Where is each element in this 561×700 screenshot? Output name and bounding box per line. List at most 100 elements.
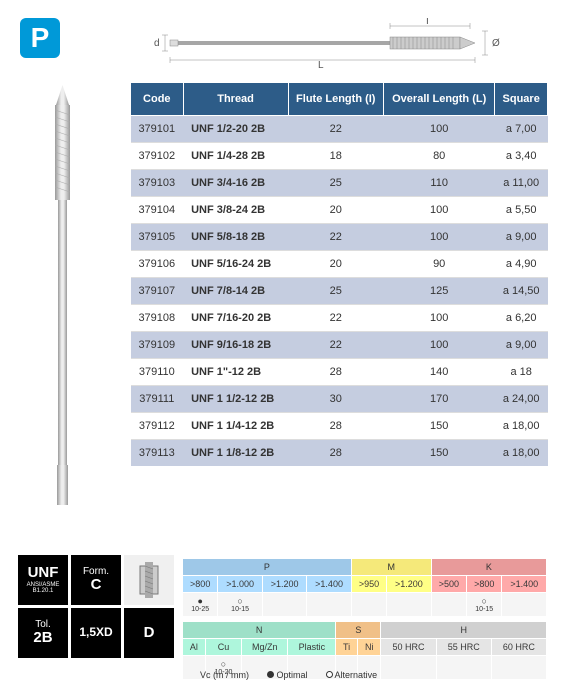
table-cell: UNF 5/16-24 2B: [183, 251, 288, 278]
table-row: 379104UNF 3/8-24 2B20100a 5,50: [131, 197, 548, 224]
material-col: Ni: [357, 639, 381, 656]
table-row: 379102UNF 1/4-28 2B1880a 3,40: [131, 143, 548, 170]
material-cell: ●10-25: [183, 593, 218, 617]
table-cell: 150: [384, 413, 495, 440]
table-cell: 140: [384, 359, 495, 386]
table-cell: a 18,00: [495, 413, 548, 440]
material-col: 50 HRC: [381, 639, 436, 656]
table-row: 379107UNF 7/8-14 2B25125a 14,50: [131, 278, 548, 305]
table-cell: 18: [288, 143, 384, 170]
table-cell: 379112: [131, 413, 184, 440]
material-col: >800: [467, 576, 502, 593]
material-cell: ○10-15: [467, 593, 502, 617]
table-cell: UNF 1/4-28 2B: [183, 143, 288, 170]
material-cell: [381, 656, 436, 680]
table-cell: UNF 1/2-20 2B: [183, 116, 288, 143]
table-cell: a 9,00: [495, 224, 548, 251]
material-cell: [351, 593, 386, 617]
table-row: 379112UNF 1 1/4-12 2B28150a 18,00: [131, 413, 548, 440]
material-group: H: [381, 622, 547, 639]
table-cell: 379106: [131, 251, 184, 278]
tap-product-image: [45, 85, 80, 505]
table-cell: 379110: [131, 359, 184, 386]
table-row: 379101UNF 1/2-20 2B22100a 7,00: [131, 116, 548, 143]
material-col: 55 HRC: [436, 639, 491, 656]
material-col: Al: [183, 639, 206, 656]
table-header: Flute Length (I): [288, 83, 384, 116]
svg-text:Ø: Ø: [492, 38, 500, 49]
table-cell: 379108: [131, 305, 184, 332]
material-col: >950: [351, 576, 386, 593]
table-cell: 100: [384, 305, 495, 332]
table-cell: 100: [384, 116, 495, 143]
table-cell: UNF 1 1/8-12 2B: [183, 440, 288, 467]
table-cell: 28: [288, 413, 384, 440]
material-table: PMK>800>1.000>1.200>1.400>950>1.200>500>…: [182, 558, 547, 680]
svg-text:I: I: [426, 18, 429, 27]
table-row: 379109UNF 9/16-18 2B22100a 9,00: [131, 332, 548, 359]
table-header: Thread: [183, 83, 288, 116]
table-row: 379105UNF 5/8-18 2B22100a 9,00: [131, 224, 548, 251]
material-cell: [502, 593, 547, 617]
table-cell: 28: [288, 440, 384, 467]
table-header: Code: [131, 83, 184, 116]
table-cell: 379101: [131, 116, 184, 143]
material-cell: [436, 656, 491, 680]
spec-form: Form. C: [71, 555, 121, 605]
table-cell: 110: [384, 170, 495, 197]
table-cell: UNF 3/4-16 2B: [183, 170, 288, 197]
table-cell: 379103: [131, 170, 184, 197]
spec-grid: UNF ANSI/ASME B1.20.1 Form. C Tol. 2B 1,…: [18, 555, 174, 658]
table-cell: a 6,20: [495, 305, 548, 332]
material-group: K: [431, 559, 546, 576]
table-cell: 100: [384, 197, 495, 224]
table-cell: 379102: [131, 143, 184, 170]
material-col: Plastic: [288, 639, 336, 656]
material-col: >1.200: [387, 576, 431, 593]
table-cell: a 18,00: [495, 440, 548, 467]
table-cell: a 4,90: [495, 251, 548, 278]
svg-text:L: L: [318, 60, 324, 68]
table-cell: 150: [384, 440, 495, 467]
material-group: M: [351, 559, 431, 576]
material-cell: [431, 593, 466, 617]
spec-tol: Tol. 2B: [18, 608, 68, 658]
table-cell: UNF 7/16-20 2B: [183, 305, 288, 332]
table-cell: a 7,00: [495, 116, 548, 143]
table-cell: 125: [384, 278, 495, 305]
table-cell: a 5,50: [495, 197, 548, 224]
material-col: Cu: [205, 639, 241, 656]
material-cell: [262, 593, 306, 617]
product-table: CodeThreadFlute Length (I)Overall Length…: [130, 82, 548, 466]
table-cell: 22: [288, 116, 384, 143]
material-col: >1.400: [502, 576, 547, 593]
material-cell: [307, 593, 351, 617]
spec-xd: 1,5XD: [71, 608, 121, 658]
table-cell: 22: [288, 305, 384, 332]
table-cell: 20: [288, 251, 384, 278]
table-cell: 20: [288, 197, 384, 224]
table-cell: 100: [384, 224, 495, 251]
table-cell: UNF 1 1/2-12 2B: [183, 386, 288, 413]
material-col: >1.000: [218, 576, 262, 593]
spec-d: D: [124, 608, 174, 658]
material-cell: [387, 593, 431, 617]
table-cell: a 3,40: [495, 143, 548, 170]
table-row: 379103UNF 3/4-16 2B25110a 11,00: [131, 170, 548, 197]
material-col: 60 HRC: [491, 639, 546, 656]
table-cell: 379104: [131, 197, 184, 224]
material-group: S: [336, 622, 381, 639]
table-cell: 170: [384, 386, 495, 413]
table-cell: a 9,00: [495, 332, 548, 359]
table-row: 379110UNF 1"-12 2B28140a 18: [131, 359, 548, 386]
table-cell: 22: [288, 332, 384, 359]
table-cell: a 11,00: [495, 170, 548, 197]
table-cell: 25: [288, 170, 384, 197]
material-cell: [491, 656, 546, 680]
material-col: >500: [431, 576, 466, 593]
tap-diagram: d Ø I L: [150, 18, 530, 68]
p-badge: P: [20, 18, 60, 58]
table-cell: 28: [288, 359, 384, 386]
table-header: Overall Length (L): [384, 83, 495, 116]
table-cell: a 14,50: [495, 278, 548, 305]
